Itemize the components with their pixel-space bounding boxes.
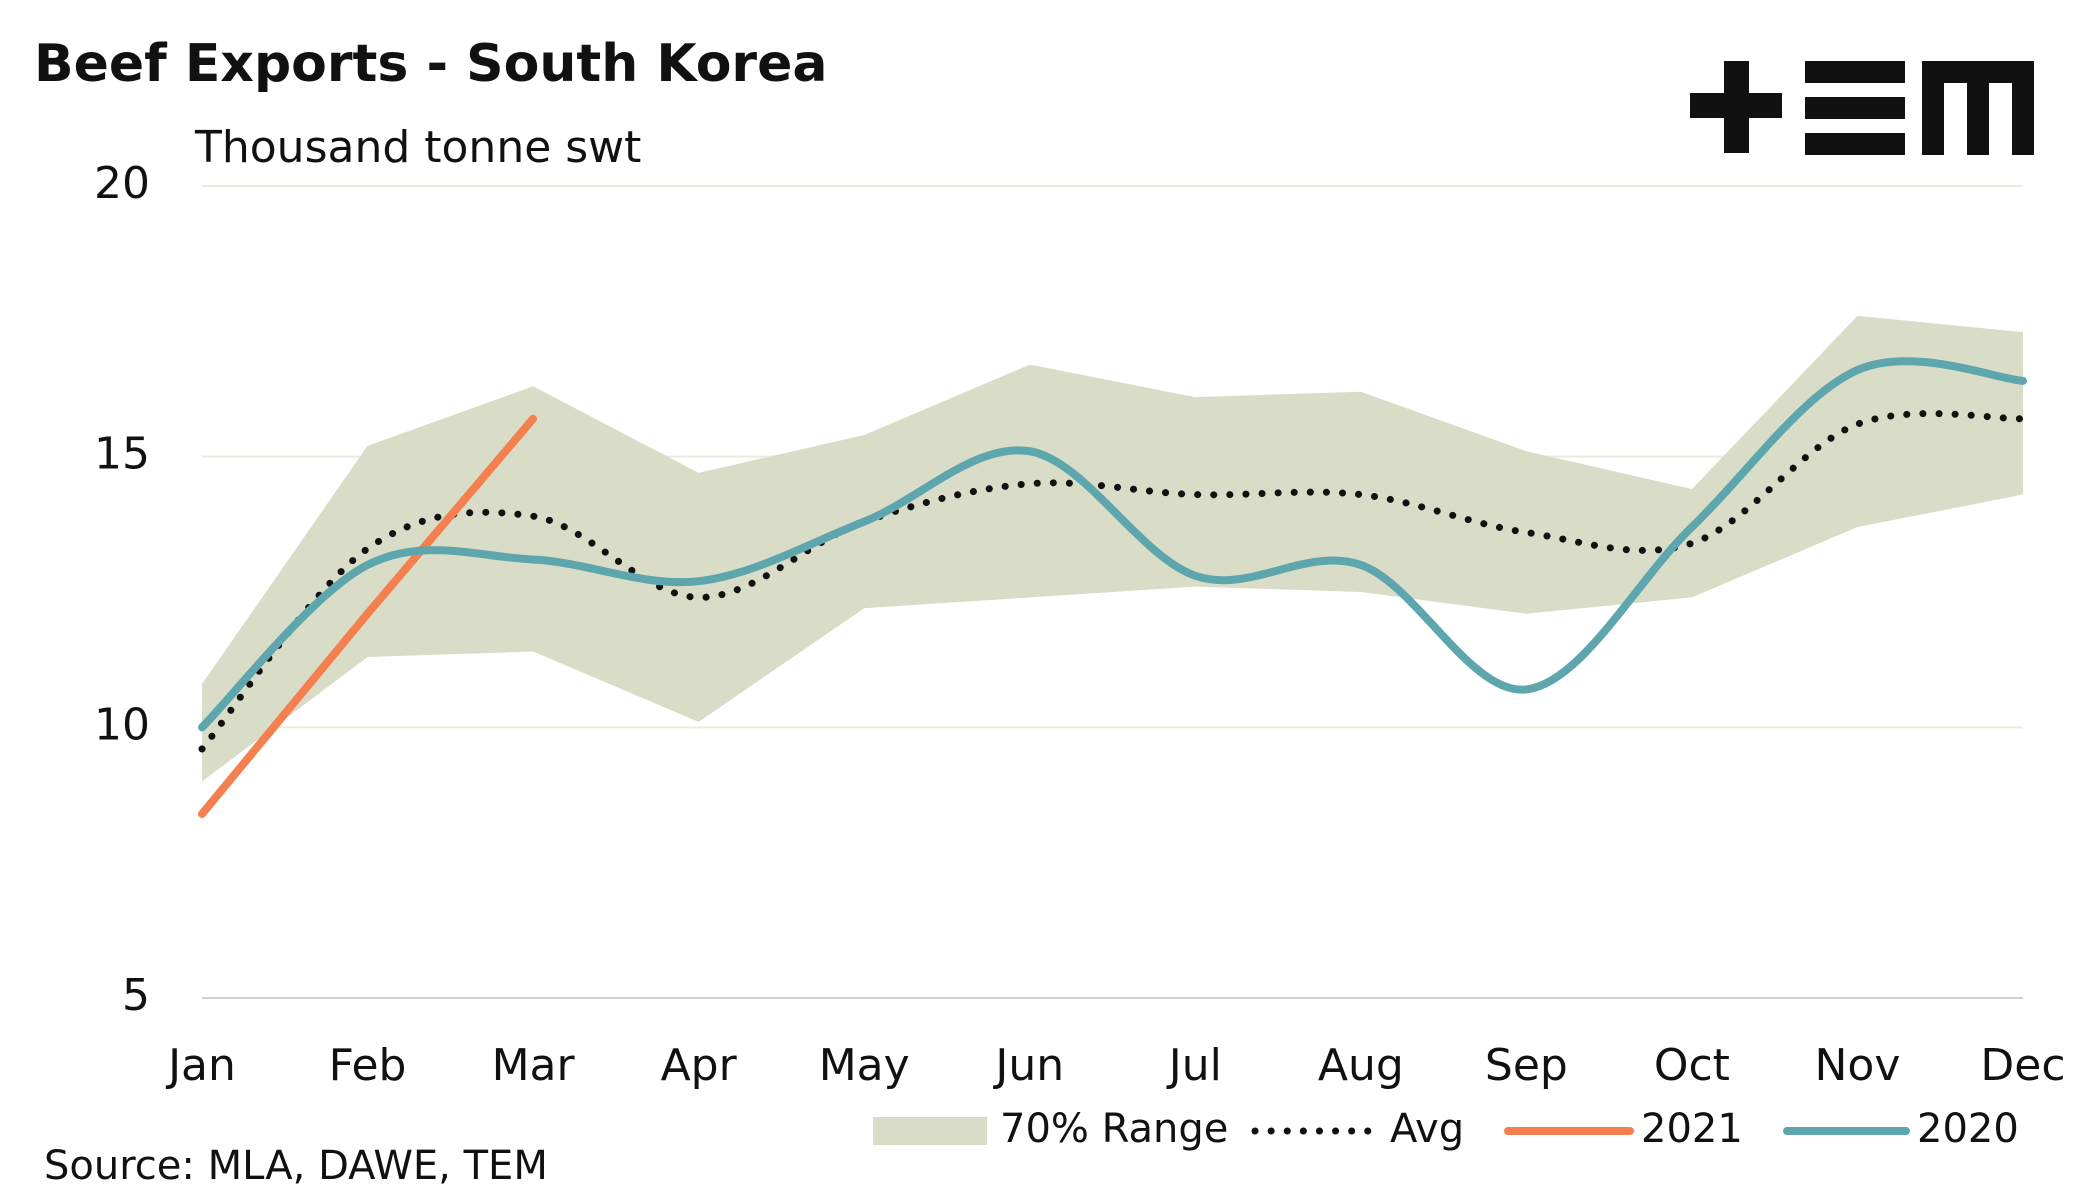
legend-label: 70% Range [1000, 1106, 1228, 1152]
y-tick-label: 5 [122, 970, 150, 1021]
x-tick-label: Nov [1815, 1040, 1901, 1091]
x-tick-label: Jan [165, 1040, 236, 1091]
y-tick-label: 10 [94, 699, 150, 750]
y-axis-label: Thousand tonne swt [194, 122, 641, 173]
legend-label: 2021 [1641, 1106, 1743, 1152]
legend-label: Avg [1390, 1106, 1464, 1152]
y-tick-label: 20 [94, 158, 150, 209]
legend-swatch [873, 1117, 987, 1145]
source: Source: MLA, DAWE, TEM [44, 1143, 548, 1189]
series-line [198, 414, 538, 818]
range-band [202, 315, 2023, 782]
x-tick-label: May [819, 1040, 910, 1091]
x-tick-label: Feb [329, 1040, 407, 1091]
x-tick-label: Sep [1485, 1040, 1568, 1091]
x-tick-label: Jun [992, 1040, 1064, 1091]
series-line [198, 357, 2027, 732]
x-tick-label: Aug [1318, 1040, 1404, 1091]
x-tick-label: Dec [1980, 1040, 2065, 1091]
legend-label: 2020 [1917, 1106, 2019, 1152]
x-tick-label: Jul [1166, 1040, 1222, 1091]
x-tick-label: Mar [492, 1040, 576, 1091]
x-tick-label: Oct [1654, 1040, 1730, 1091]
y-tick-label: 15 [94, 429, 150, 480]
logo [1690, 61, 2034, 155]
x-tick-label: Apr [661, 1040, 738, 1091]
chart-title: Beef Exports - South Korea [34, 34, 827, 94]
